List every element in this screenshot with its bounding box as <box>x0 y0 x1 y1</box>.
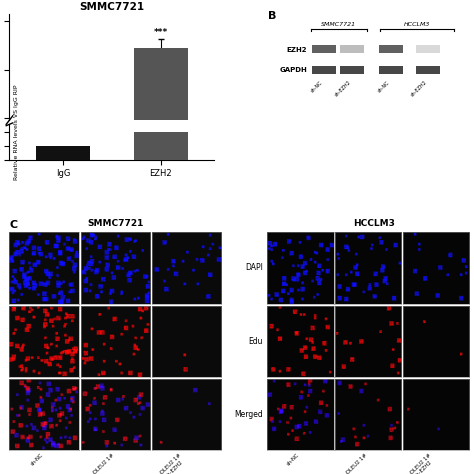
Title: SMMC7721: SMMC7721 <box>80 2 145 12</box>
Text: sh-NC: sh-NC <box>286 453 301 467</box>
Bar <box>379 66 403 74</box>
Text: HCCLM3: HCCLM3 <box>353 219 394 228</box>
Text: HCCLM3: HCCLM3 <box>404 22 430 27</box>
Bar <box>312 46 336 54</box>
Text: sh-EZH2: sh-EZH2 <box>410 80 428 98</box>
Text: GAPDH: GAPDH <box>279 67 307 73</box>
Text: sh-DLEU2 1#: sh-DLEU2 1# <box>340 453 368 474</box>
Text: sh-DLEU2 1#
+sh-EZH2: sh-DLEU2 1# +sh-EZH2 <box>404 453 436 474</box>
Text: ***: *** <box>154 28 168 37</box>
Bar <box>379 46 403 54</box>
Bar <box>340 46 364 54</box>
Text: sh-DLEU2 1#: sh-DLEU2 1# <box>87 453 115 474</box>
Text: C: C <box>9 220 18 230</box>
Text: sh-DLEU2 1#
+sh-EZH2: sh-DLEU2 1# +sh-EZH2 <box>154 453 186 474</box>
Text: sh-NC: sh-NC <box>310 80 324 93</box>
Text: B: B <box>268 11 276 21</box>
Text: Edu: Edu <box>248 337 263 346</box>
Text: Relative RNA levels VS IgG RIP: Relative RNA levels VS IgG RIP <box>14 85 19 181</box>
Bar <box>416 66 440 74</box>
Text: Merged: Merged <box>234 410 263 419</box>
Text: SMMC7721: SMMC7721 <box>87 219 144 228</box>
Bar <box>340 66 364 74</box>
Text: DAPI: DAPI <box>245 264 263 273</box>
Text: SMMC7721: SMMC7721 <box>321 22 356 27</box>
Text: sh-NC: sh-NC <box>377 80 391 93</box>
Text: sh-NC: sh-NC <box>29 453 44 467</box>
Text: sh-EZH2: sh-EZH2 <box>334 80 352 98</box>
Bar <box>312 66 336 74</box>
Bar <box>134 48 188 214</box>
Bar <box>134 132 188 160</box>
Bar <box>416 46 440 54</box>
Bar <box>36 146 90 160</box>
Text: EZH2: EZH2 <box>287 46 307 53</box>
